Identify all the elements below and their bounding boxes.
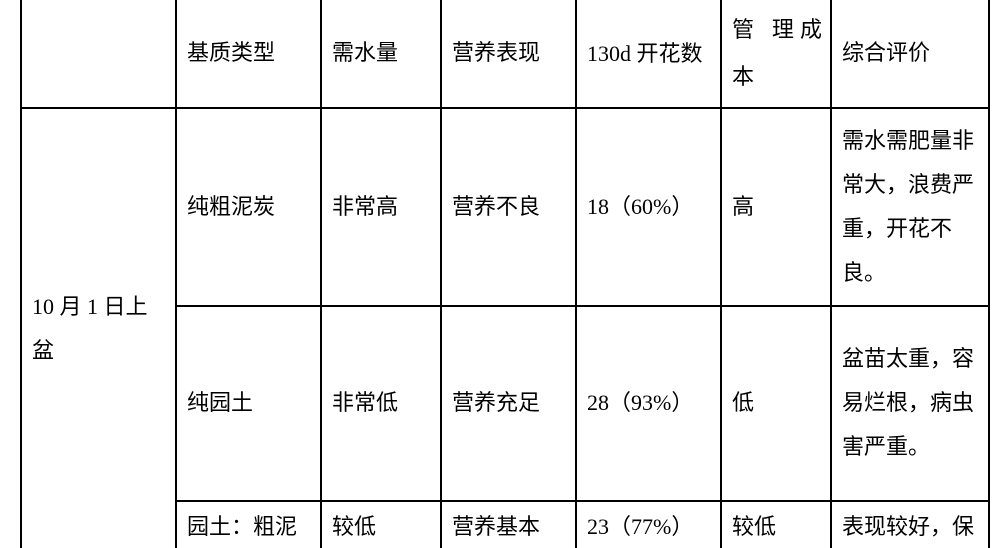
cell-cost: 较低 [721,501,831,548]
cell-nutrition: 营养不良 [441,108,576,306]
page-viewport: 基质类型 需水量 营养表现 130d 开花数 管 理成本 综合评价 10 月 1… [0,0,1000,548]
cell-nutrition: 营养充足 [441,306,576,501]
cell-substrate: 纯园土 [176,306,321,501]
cell-water: 较低 [321,501,441,548]
table-header-row: 基质类型 需水量 营养表现 130d 开花数 管 理成本 综合评价 [21,0,989,108]
cell-eval: 需水需肥量非常大，浪费严重，开花不良。 [831,108,989,306]
header-nutrition: 营养表现 [441,0,576,108]
header-flowers: 130d 开花数 [576,0,721,108]
table-row: 10 月 1 日上盆 纯粗泥炭 非常高 营养不良 18（60%） 高 需水需肥量… [21,108,989,306]
cell-substrate: 园土：粗泥 [176,501,321,548]
date-cell: 10 月 1 日上盆 [21,108,176,548]
cell-substrate: 纯粗泥炭 [176,108,321,306]
header-substrate: 基质类型 [176,0,321,108]
substrate-comparison-table: 基质类型 需水量 营养表现 130d 开花数 管 理成本 综合评价 10 月 1… [20,0,990,548]
cell-nutrition: 营养基本 [441,501,576,548]
cell-flowers: 28（93%） [576,306,721,501]
cell-flowers: 18（60%） [576,108,721,306]
header-eval: 综合评价 [831,0,989,108]
cell-water: 非常高 [321,108,441,306]
header-date [21,0,176,108]
cell-cost: 低 [721,306,831,501]
cell-cost: 高 [721,108,831,306]
header-cost: 管 理成本 [721,0,831,108]
cell-eval: 盆苗太重，容易烂根，病虫害严重。 [831,306,989,501]
header-water: 需水量 [321,0,441,108]
cell-water: 非常低 [321,306,441,501]
cell-flowers: 23（77%） [576,501,721,548]
cell-eval: 表现较好，保 [831,501,989,548]
